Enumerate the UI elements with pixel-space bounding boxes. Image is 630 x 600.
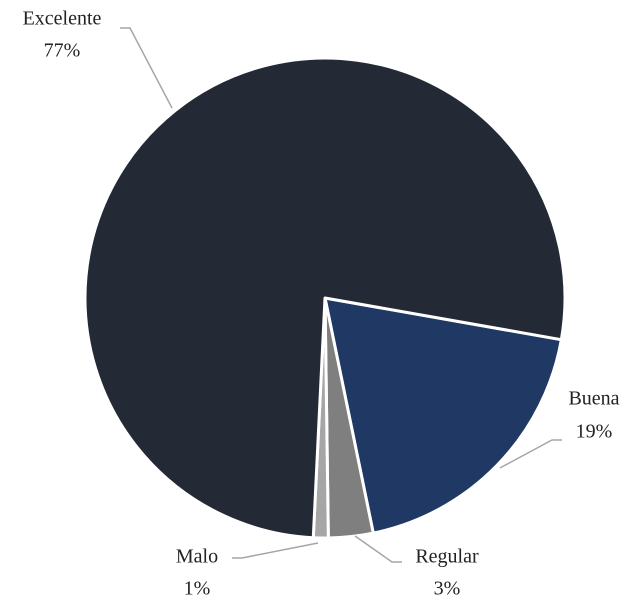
slice-label: Regular (415, 546, 479, 568)
leader-line (232, 542, 319, 559)
slice-label: Malo (176, 546, 218, 568)
leader-line (120, 27, 173, 109)
value-label: 3% (434, 578, 461, 600)
pie-slice (323, 296, 563, 535)
leader-line (354, 535, 402, 563)
leader-line (499, 439, 562, 469)
pie-slice (83, 56, 567, 540)
slice-label: Buena (568, 388, 619, 410)
value-label: 19% (576, 421, 613, 443)
slice-label: Excelente (23, 8, 102, 30)
value-label: 77% (44, 40, 81, 62)
value-label: 1% (184, 578, 211, 600)
